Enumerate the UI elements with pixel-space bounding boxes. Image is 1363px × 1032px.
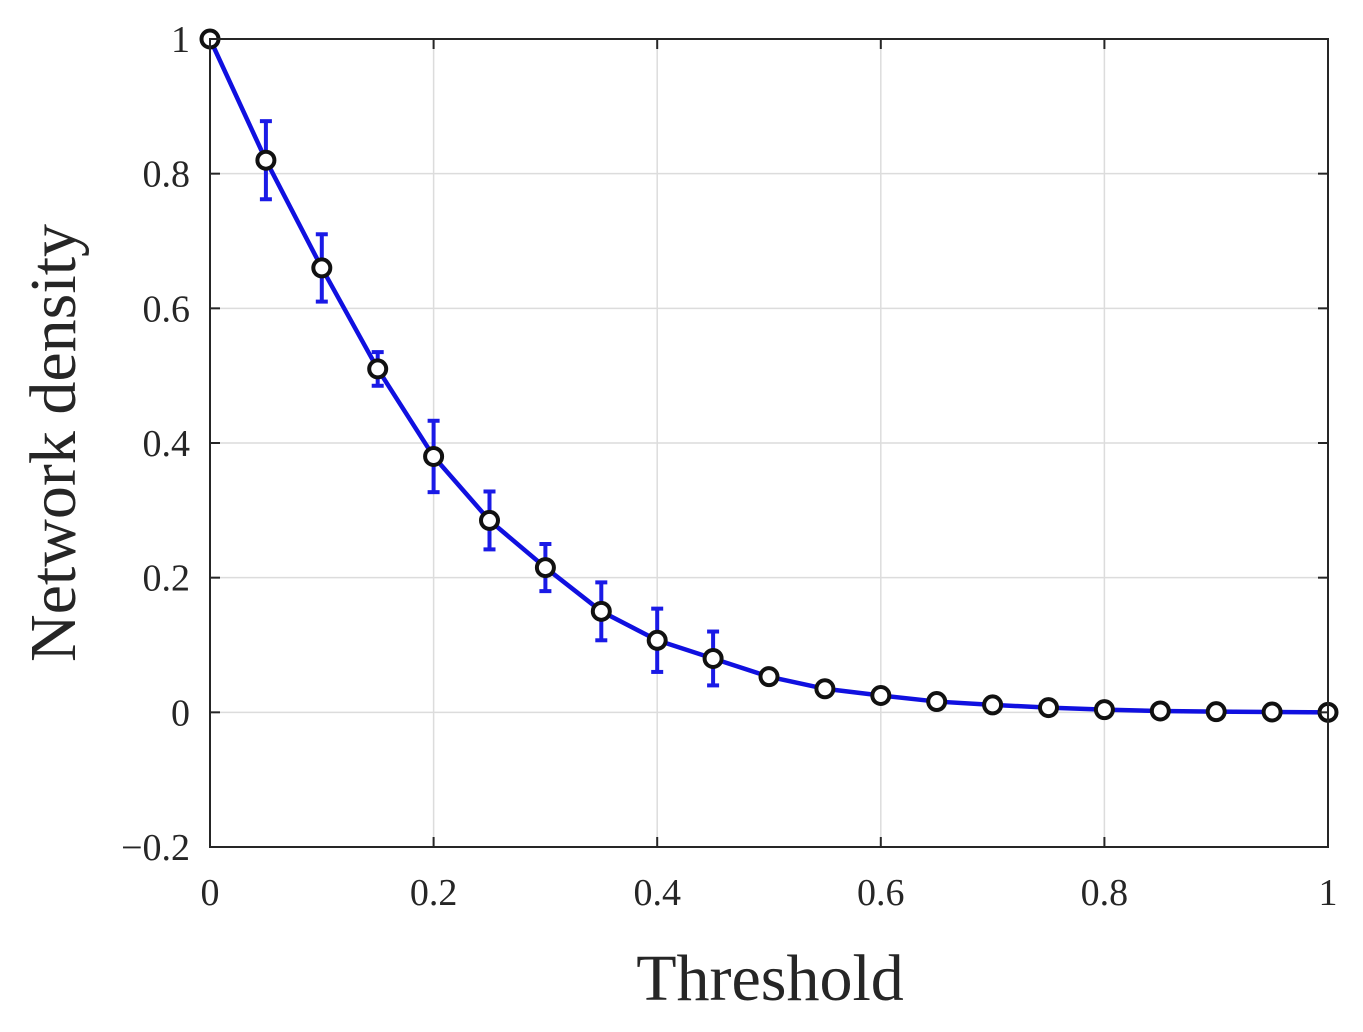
y-tick-label: −0.2 [121,827,190,869]
data-point [423,445,445,467]
x-tick-label: 0.6 [857,872,905,914]
y-tick-label: 0.8 [143,154,191,196]
y-tick-label: 0 [171,692,190,734]
y-tick-label: 0.2 [143,558,191,600]
error-bars [259,119,720,688]
data-point [814,678,836,700]
data-point [702,647,724,669]
x-tick-label: 0.2 [410,872,458,914]
x-axis-title: Threshold [636,942,904,1015]
data-point [926,691,948,713]
x-tick-label: 0.8 [1081,872,1129,914]
data-point [311,257,333,279]
x-tick-label: 0.4 [633,872,681,914]
x-axis-ticks: 0 0.2 0.4 0.6 0.8 1 [201,39,1338,914]
data-markers [199,28,1339,723]
x-tick-label: 1 [1319,872,1338,914]
y-axis-ticks: −0.2 0 0.2 0.4 0.6 0.8 1 [121,19,1328,869]
data-point [479,509,500,531]
data-point [1093,699,1115,721]
y-tick-label: 0.6 [143,288,191,330]
y-axis-title: Network density [17,224,90,662]
grid-lines [210,39,1328,847]
data-point [367,358,389,380]
data-point [870,685,892,706]
y-tick-label: 1 [171,19,190,61]
data-point [590,600,612,622]
data-point [1038,697,1059,719]
data-point [646,629,668,651]
x-tick-label: 0 [201,872,220,914]
data-point [1261,701,1283,723]
y-tick-label: 0.4 [143,423,191,465]
data-point [1149,700,1171,722]
data-point [982,694,1004,716]
data-point [758,666,780,688]
data-point [534,557,556,579]
data-point [255,149,277,171]
data-point [1205,701,1227,723]
